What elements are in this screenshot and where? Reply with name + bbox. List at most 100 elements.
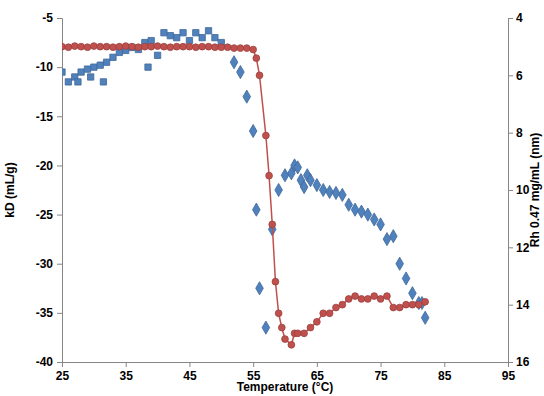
marker <box>100 79 106 85</box>
tick-label: -10 <box>36 60 54 74</box>
tick: -40 <box>36 355 62 369</box>
marker <box>301 330 308 337</box>
tick-mark <box>57 313 62 314</box>
marker <box>333 304 340 311</box>
marker <box>90 43 97 50</box>
tick-mark <box>444 362 445 367</box>
marker <box>237 65 245 78</box>
tick-mark <box>508 75 513 76</box>
tick: -5 <box>42 11 62 25</box>
marker <box>230 56 238 69</box>
tick: 16 <box>508 355 530 369</box>
axis-line <box>509 19 514 363</box>
tick-label: 6 <box>516 69 523 83</box>
marker <box>390 304 397 311</box>
marker <box>161 43 168 50</box>
tick: 75 <box>374 362 388 383</box>
marker <box>319 183 327 196</box>
marker <box>122 43 129 50</box>
tick-mark <box>126 362 127 367</box>
tick-mark <box>508 133 513 134</box>
tick: -15 <box>36 110 62 124</box>
marker <box>224 44 231 51</box>
marker <box>135 44 142 51</box>
marker <box>282 336 289 343</box>
marker <box>358 296 365 303</box>
marker <box>249 124 257 137</box>
marker <box>253 55 260 62</box>
marker <box>278 324 285 331</box>
marker <box>377 296 384 303</box>
marker <box>154 43 161 50</box>
marker <box>180 30 186 36</box>
marker <box>294 330 301 337</box>
tick-mark <box>57 67 62 68</box>
tick-label: 14 <box>516 298 530 312</box>
marker <box>91 64 97 70</box>
marker <box>199 34 205 40</box>
marker <box>193 30 199 36</box>
marker <box>409 287 417 300</box>
tick-label: 4 <box>516 11 523 25</box>
marker <box>275 183 283 196</box>
tick-mark <box>253 362 254 367</box>
marker <box>326 310 333 317</box>
tick: 85 <box>438 362 452 383</box>
tick: 95 <box>502 362 516 383</box>
marker <box>186 43 193 50</box>
series-markers <box>230 56 429 335</box>
marker <box>97 62 103 68</box>
tick-label: 8 <box>516 126 523 140</box>
tick-label: 85 <box>438 369 452 383</box>
marker <box>148 43 155 50</box>
marker <box>237 45 244 52</box>
tick-mark <box>57 116 62 117</box>
marker <box>272 278 279 285</box>
tick-label: 75 <box>374 369 388 383</box>
marker <box>320 310 327 317</box>
y2-axis-title: Rh 0.47 mg/mL (nm) <box>528 133 542 247</box>
marker <box>212 44 219 51</box>
marker <box>154 52 160 58</box>
tick-label: -35 <box>36 306 54 320</box>
marker <box>192 44 199 51</box>
tick: 25 <box>56 362 70 383</box>
series-markers <box>62 28 224 85</box>
marker <box>415 301 422 308</box>
tick-label: -20 <box>36 159 54 173</box>
plot: 2535455565758595-40-35-30-25-20-15-10-54… <box>36 11 530 382</box>
marker <box>275 310 282 317</box>
marker <box>307 324 314 331</box>
marker <box>371 293 378 300</box>
marker <box>71 43 78 50</box>
x-axis-title: Temperature (°C) <box>237 380 334 394</box>
tick: 14 <box>508 298 530 312</box>
tick-label: -5 <box>42 11 53 25</box>
marker <box>269 221 276 228</box>
marker <box>421 311 429 324</box>
marker <box>256 282 264 295</box>
tick-mark <box>508 247 513 248</box>
marker <box>288 341 295 348</box>
marker <box>180 43 187 50</box>
marker <box>78 69 84 75</box>
marker <box>78 43 85 50</box>
marker <box>65 79 71 85</box>
marker <box>281 169 289 182</box>
tick: -30 <box>36 257 62 271</box>
marker <box>84 44 91 51</box>
tick-mark <box>508 190 513 191</box>
tick: 6 <box>508 69 523 83</box>
series-line <box>62 46 425 345</box>
marker <box>402 272 410 285</box>
tick-label: 95 <box>502 369 516 383</box>
tick: -25 <box>36 208 62 222</box>
tick-label: 16 <box>516 355 530 369</box>
marker <box>352 293 359 300</box>
marker <box>218 44 225 51</box>
y2-axis: 46810121416 <box>508 11 530 369</box>
tick-label: -25 <box>36 208 54 222</box>
tick-mark <box>508 305 513 306</box>
tick: 35 <box>120 362 134 383</box>
marker <box>253 203 261 216</box>
